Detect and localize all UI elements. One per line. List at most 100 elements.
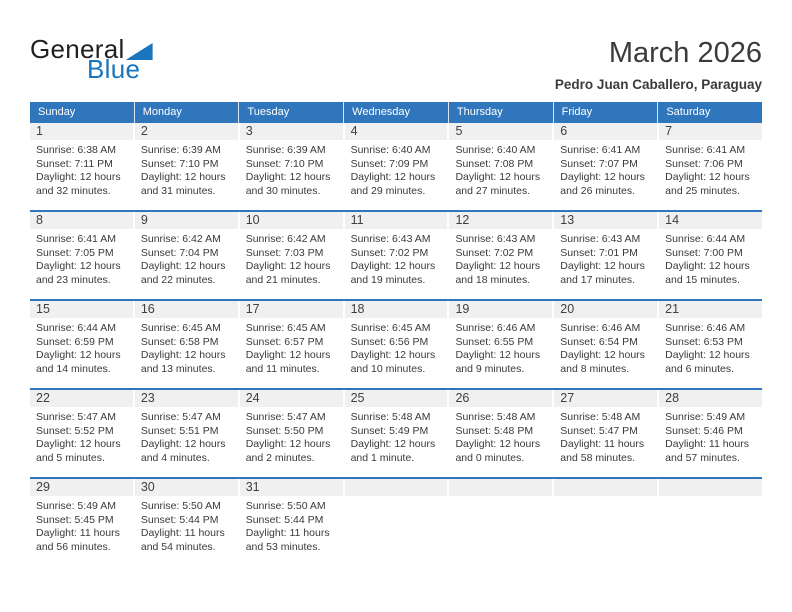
sunset-text: Sunset: 5:45 PM (36, 513, 114, 526)
sunrise-text: Sunrise: 6:44 AM (36, 322, 116, 334)
day-details: Sunrise: 5:47 AM Sunset: 5:50 PM Daylight:… (240, 407, 343, 465)
daylight-text: Daylight: 12 hours and 8 minutes. (560, 349, 645, 375)
day-number: 7 (659, 123, 763, 140)
day-number (449, 479, 553, 496)
day-cell-26: 26 Sunrise: 5:48 AM Sunset: 5:48 PM Dayligh… (449, 390, 553, 477)
calendar-weeks: 1 Sunrise: 6:38 AM Sunset: 7:11 PM Daylight… (30, 123, 763, 566)
sunrise-text: Sunrise: 6:40 AM (350, 144, 431, 156)
day-details: Sunrise: 5:48 AM Sunset: 5:49 PM Daylight:… (345, 407, 448, 465)
day-details: Sunrise: 6:38 AM Sunset: 7:11 PM Daylight:… (30, 140, 133, 198)
day-number: 3 (239, 123, 343, 140)
sunset-text: Sunset: 7:03 PM (245, 246, 324, 259)
day-details: Sunrise: 5:47 AM Sunset: 5:52 PM Daylight:… (30, 407, 133, 465)
weekday-header-sunday: Sunday (38, 106, 76, 118)
daylight-text: Daylight: 11 hours and 53 minutes. (245, 527, 330, 553)
logo-triangle-icon (125, 43, 153, 60)
daylight-text: Daylight: 12 hours and 31 minutes. (140, 171, 226, 197)
week-row: 1 Sunrise: 6:38 AM Sunset: 7:11 PM Daylight… (30, 123, 763, 210)
day-cell-14: 14 Sunrise: 6:44 AM Sunset: 7:00 PM Dayligh… (659, 212, 763, 299)
day-number: 10 (239, 212, 343, 229)
daylight-text: Daylight: 12 hours and 25 minutes. (665, 171, 750, 197)
day-number: 13 (554, 212, 658, 229)
day-cell-25: 25 Sunrise: 5:48 AM Sunset: 5:49 PM Dayligh… (344, 390, 448, 477)
day-details: Sunrise: 6:43 AM Sunset: 7:02 PM Daylight:… (345, 229, 448, 287)
day-cell-21: 21 Sunrise: 6:46 AM Sunset: 6:53 PM Dayligh… (659, 301, 763, 388)
day-number: 21 (659, 301, 763, 318)
page-header: General Blue March 2026 Pedro Juan Cabal… (0, 0, 792, 92)
daylight-text: Daylight: 12 hours and 1 minute. (350, 438, 436, 464)
sunset-text: Sunset: 5:44 PM (245, 513, 324, 526)
day-details: Sunrise: 5:48 AM Sunset: 5:48 PM Daylight:… (449, 407, 552, 465)
sunrise-text: Sunrise: 5:47 AM (36, 411, 116, 423)
sunset-text: Sunset: 5:49 PM (350, 424, 429, 437)
day-details: Sunrise: 6:40 AM Sunset: 7:08 PM Daylight:… (449, 140, 552, 198)
daylight-text: Daylight: 12 hours and 26 minutes. (560, 171, 645, 197)
day-details: Sunrise: 6:43 AM Sunset: 7:01 PM Daylight:… (554, 229, 657, 287)
day-details: Sunrise: 6:44 AM Sunset: 6:59 PM Daylight:… (30, 318, 133, 376)
sunrise-text: Sunrise: 6:38 AM (36, 144, 116, 156)
sunset-text: Sunset: 6:55 PM (455, 335, 534, 348)
day-cell-23: 23 Sunrise: 5:47 AM Sunset: 5:51 PM Dayligh… (134, 390, 238, 477)
sunrise-text: Sunrise: 5:49 AM (665, 411, 746, 423)
day-cell-12: 12 Sunrise: 6:43 AM Sunset: 7:02 PM Dayligh… (449, 212, 553, 299)
daylight-text: Daylight: 12 hours and 13 minutes. (140, 349, 226, 375)
sunset-text: Sunset: 5:44 PM (140, 513, 219, 526)
day-cell-5: 5 Sunrise: 6:40 AM Sunset: 7:08 PM Daylight… (449, 123, 553, 210)
day-number: 22 (30, 390, 133, 407)
sunset-text: Sunset: 7:08 PM (455, 157, 534, 170)
sunrise-text: Sunrise: 6:44 AM (665, 233, 746, 245)
daylight-text: Daylight: 12 hours and 21 minutes. (245, 260, 331, 286)
day-details: Sunrise: 5:50 AM Sunset: 5:44 PM Daylight:… (135, 496, 238, 554)
sunset-text: Sunset: 7:06 PM (665, 157, 743, 170)
sunset-text: Sunset: 5:50 PM (245, 424, 324, 437)
daylight-text: Daylight: 12 hours and 11 minutes. (245, 349, 331, 375)
daylight-text: Daylight: 12 hours and 19 minutes. (350, 260, 436, 286)
day-cell-19: 19 Sunrise: 6:46 AM Sunset: 6:55 PM Dayligh… (449, 301, 553, 388)
day-number: 26 (449, 390, 553, 407)
day-number: 24 (239, 390, 343, 407)
title-block: March 2026 Pedro Juan Caballero, Paragua… (555, 36, 762, 92)
day-cell-22: 22 Sunrise: 5:47 AM Sunset: 5:52 PM Dayligh… (30, 390, 133, 477)
day-cell-empty (659, 479, 763, 566)
day-details: Sunrise: 5:50 AM Sunset: 5:44 PM Daylight:… (240, 496, 343, 554)
day-cell-31: 31 Sunrise: 5:50 AM Sunset: 5:44 PM Dayligh… (239, 479, 343, 566)
logo-general-label: General (30, 34, 125, 64)
day-number: 12 (449, 212, 553, 229)
day-number: 16 (134, 301, 238, 318)
sunset-text: Sunset: 7:00 PM (665, 246, 743, 259)
daylight-text: Daylight: 12 hours and 32 minutes. (36, 171, 121, 197)
week-row: 22 Sunrise: 5:47 AM Sunset: 5:52 PM Dayligh… (30, 388, 763, 477)
day-cell-empty (449, 479, 553, 566)
day-number: 8 (30, 212, 133, 229)
day-number: 28 (659, 390, 763, 407)
day-number (554, 479, 658, 496)
day-cell-24: 24 Sunrise: 5:47 AM Sunset: 5:50 PM Dayligh… (239, 390, 343, 477)
day-cell-8: 8 Sunrise: 6:41 AM Sunset: 7:05 PM Daylight… (30, 212, 133, 299)
sunrise-text: Sunrise: 5:50 AM (140, 500, 221, 512)
sunrise-text: Sunrise: 6:43 AM (350, 233, 431, 245)
day-number: 23 (134, 390, 238, 407)
day-cell-10: 10 Sunrise: 6:42 AM Sunset: 7:03 PM Dayligh… (239, 212, 343, 299)
day-number (659, 479, 763, 496)
day-cell-empty (554, 479, 658, 566)
sunrise-text: Sunrise: 5:48 AM (350, 411, 431, 423)
day-number: 11 (344, 212, 448, 229)
day-cell-3: 3 Sunrise: 6:39 AM Sunset: 7:10 PM Daylight… (239, 123, 343, 210)
sunset-text: Sunset: 7:10 PM (245, 157, 324, 170)
daylight-text: Daylight: 12 hours and 22 minutes. (140, 260, 226, 286)
sunset-text: Sunset: 7:07 PM (560, 157, 638, 170)
daylight-text: Daylight: 12 hours and 0 minutes. (455, 438, 541, 464)
sunrise-text: Sunrise: 5:49 AM (36, 500, 116, 512)
daylight-text: Daylight: 11 hours and 58 minutes. (560, 438, 645, 464)
weekday-header-saturday: Saturday (657, 102, 762, 123)
day-details: Sunrise: 6:42 AM Sunset: 7:03 PM Daylight:… (240, 229, 343, 287)
sunset-text: Sunset: 6:56 PM (350, 335, 429, 348)
sunrise-text: Sunrise: 6:40 AM (455, 144, 536, 156)
daylight-text: Daylight: 11 hours and 56 minutes. (36, 527, 120, 553)
week-row: 15 Sunrise: 6:44 AM Sunset: 6:59 PM Dayligh… (30, 299, 763, 388)
weekday-header-thursday: Thursday (447, 102, 553, 123)
day-number: 9 (134, 212, 238, 229)
day-number: 6 (554, 123, 658, 140)
day-cell-16: 16 Sunrise: 6:45 AM Sunset: 6:58 PM Dayligh… (134, 301, 238, 388)
sunrise-text: Sunrise: 5:48 AM (560, 411, 641, 423)
